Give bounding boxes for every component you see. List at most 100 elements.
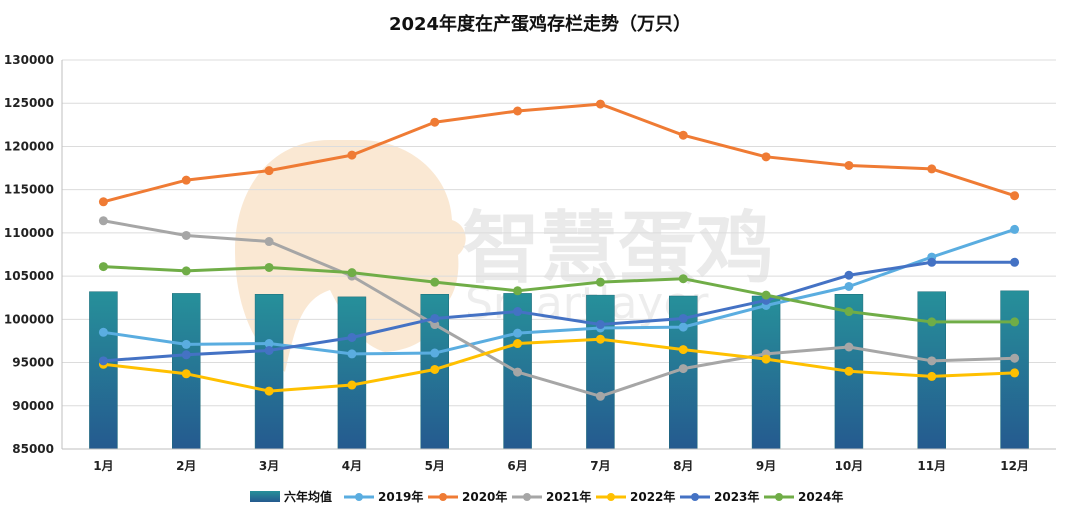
data-point [513,106,523,116]
legend-label: 2020年 [462,489,507,504]
data-point [347,150,357,160]
elephant-logo-icon [235,140,466,372]
data-point [1010,368,1020,378]
data-point [1010,317,1020,327]
x-tick-label: 10月 [835,459,864,473]
legend-label: 2023年 [714,489,759,504]
data-point [678,345,688,355]
data-point [181,339,191,349]
data-point [1010,191,1020,201]
series-line [103,337,1015,393]
y-tick-label: 130000 [4,53,54,67]
data-point [927,317,937,327]
legend-marker [775,493,783,501]
data-point [844,307,854,317]
series-2022年 [98,334,1020,396]
bar [254,294,284,450]
data-point [347,268,357,278]
y-tick-label: 125000 [4,96,54,110]
data-point [678,130,688,140]
data-point [844,160,854,170]
data-point [264,345,274,355]
data-point [844,270,854,280]
y-tick-label: 85000 [12,442,54,456]
data-point [844,281,854,291]
series-2020年 [98,99,1020,207]
y-tick-label: 100000 [4,312,54,326]
series-line [103,219,1015,398]
y-tick-label: 95000 [12,356,54,370]
x-tick-label: 9月 [756,459,776,473]
data-point [927,356,937,366]
data-point [1010,353,1020,363]
x-tick-label: 4月 [342,459,362,473]
y-tick-label: 110000 [4,226,54,240]
series-line [103,228,1016,356]
data-point [761,290,771,300]
y-tick-label: 120000 [4,139,54,153]
bar [751,295,781,450]
data-point [347,380,357,390]
series-line [103,260,1015,363]
data-point [761,354,771,364]
legend-marker [607,493,615,501]
data-point [595,391,605,401]
data-point [430,117,440,127]
data-point [98,216,108,226]
data-point [264,386,274,396]
data-point [430,364,440,374]
data-point [927,257,937,267]
data-point [927,371,937,381]
data-point [181,369,191,379]
x-tick-label: 1月 [93,459,113,473]
legend-marker [439,493,447,501]
data-point [264,166,274,176]
x-tick-label: 7月 [590,459,610,473]
data-point [181,266,191,276]
data-point [678,364,688,374]
series-2023年 [98,257,1020,366]
data-point [844,366,854,376]
x-tick-label: 12月 [1000,459,1029,473]
legend-marker [691,493,699,501]
data-point [678,313,688,323]
data-point [181,230,191,240]
data-point [264,262,274,272]
data-point [595,277,605,287]
series-2024年 [98,262,1020,327]
data-point [430,277,440,287]
data-point [264,339,274,349]
y-tick-label: 105000 [4,269,54,283]
legend-marker [355,493,363,501]
data-point [678,274,688,284]
watermark-brand-text: 智慧蛋鸡 [462,204,774,294]
legend-label: 2024年 [798,489,843,504]
data-point [595,99,605,109]
data-point [347,349,357,359]
line-series [98,99,1020,401]
data-point [513,286,523,296]
data-point [98,356,108,366]
data-point [1010,224,1020,234]
data-point [430,313,440,323]
bar [586,294,615,450]
data-point [595,320,605,330]
series-2019年 [98,224,1020,359]
x-axis: 1月 2月 3月 4月 5月 6月 7月 8月 9月 10月 11月 12月 [62,448,1056,473]
data-point [761,152,771,162]
x-tick-label: 5月 [425,459,445,473]
bar [917,291,946,450]
chart-title: 2024年度在产蛋鸡存栏走势（万只） [389,13,691,35]
legend: 六年均值 2019年 2020年 2021年 2022年 2023年 2024年 [250,489,843,504]
data-point [595,334,605,344]
y-tick-label: 90000 [12,399,54,413]
data-point [513,339,523,349]
legend-label: 2019年 [378,489,423,504]
series-line [103,102,1016,204]
series-line [103,265,1015,324]
data-point [347,332,357,342]
data-point [1010,257,1020,267]
data-point [98,197,108,207]
data-point [181,175,191,185]
